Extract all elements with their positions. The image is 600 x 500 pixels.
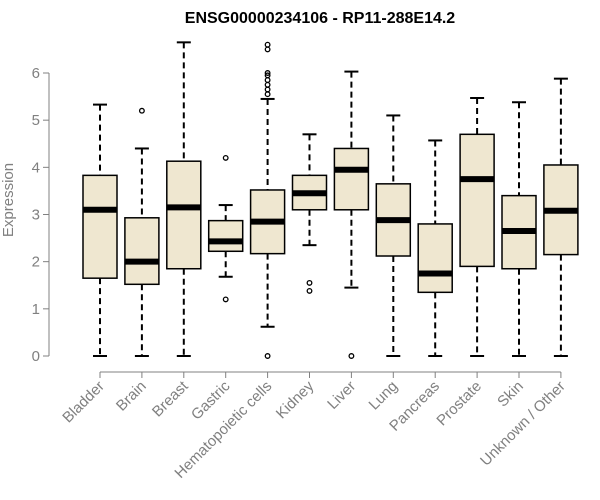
outlier-point: [222, 154, 229, 161]
box-iqr: [166, 160, 202, 270]
x-tick-label: Brain: [113, 378, 150, 415]
outlier-point: [264, 86, 271, 93]
y-axis-label: Expression: [0, 163, 17, 237]
y-tick-label: 5: [32, 112, 40, 129]
outlier-point: [264, 70, 271, 76]
box-unknown-other: [543, 77, 579, 357]
x-tick-label: Kidney: [273, 377, 318, 422]
y-axis: 0 1 2 3 4 5 6: [32, 65, 50, 365]
box-iqr: [207, 219, 244, 253]
outlier-point: [306, 279, 313, 286]
outlier-point: [264, 77, 271, 84]
x-tick-label: Liver: [324, 378, 359, 413]
outlier-point: [264, 46, 271, 53]
outlier-point: [264, 91, 271, 98]
box-hematopoietic-cells: [249, 41, 286, 359]
box-brain: [124, 107, 160, 357]
y-tick-label: 4: [32, 159, 40, 176]
box-iqr: [417, 223, 453, 294]
box-iqr: [124, 217, 160, 286]
y-tick-label: 2: [32, 254, 40, 271]
outlier-point: [306, 287, 313, 294]
outlier-point: [264, 72, 271, 79]
y-tick-label: 0: [32, 348, 40, 365]
box-breast: [166, 41, 202, 357]
outlier-point: [348, 353, 355, 359]
box-kidney: [291, 133, 328, 294]
box-skin: [501, 101, 537, 357]
box-pancreas: [417, 139, 453, 357]
outlier-point: [264, 41, 271, 48]
box-iqr: [459, 133, 495, 268]
y-tick-label: 1: [32, 301, 40, 318]
outlier-point: [222, 296, 229, 303]
x-tick-label: Lung: [366, 378, 402, 414]
x-tick-label: Skin: [494, 378, 527, 411]
y-tick-label: 3: [32, 207, 40, 224]
box-liver: [333, 70, 370, 359]
chart-title: ENSG00000234106 - RP11-288E14.2: [185, 10, 456, 27]
outlier-point: [138, 107, 145, 114]
box-lung: [375, 114, 412, 357]
box-series: [82, 41, 579, 359]
x-tick-label: Bladder: [59, 378, 108, 427]
box-iqr: [333, 147, 370, 211]
x-tick-label: Prostate: [433, 378, 485, 430]
box-iqr: [82, 174, 118, 279]
y-tick-label: 6: [32, 65, 40, 82]
outlier-point: [264, 353, 271, 359]
box-gastric: [207, 154, 244, 303]
box-prostate: [459, 96, 495, 357]
outlier-point: [264, 81, 271, 88]
box-bladder: [82, 103, 118, 357]
x-tick-label: Breast: [149, 377, 192, 420]
